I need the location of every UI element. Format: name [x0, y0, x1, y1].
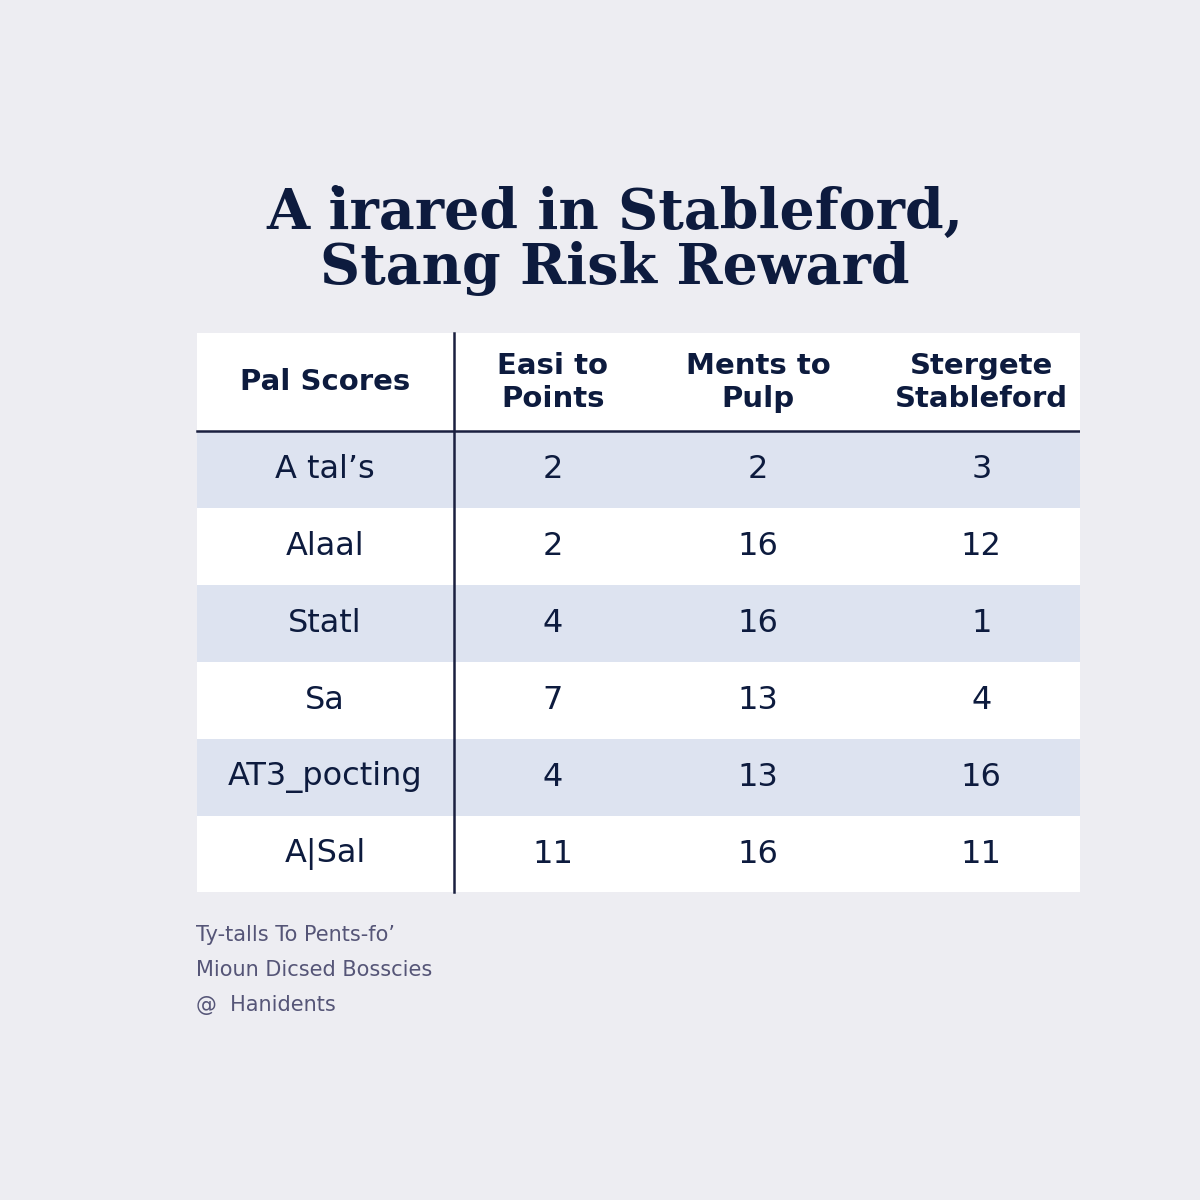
Text: Pal Scores: Pal Scores [240, 368, 410, 396]
Text: Sa: Sa [305, 685, 344, 715]
Text: 16: 16 [738, 839, 779, 870]
Text: 13: 13 [738, 685, 779, 715]
Text: 4: 4 [971, 685, 991, 715]
Text: 2: 2 [542, 532, 563, 562]
Text: Stang Risk Reward: Stang Risk Reward [320, 241, 910, 296]
FancyBboxPatch shape [197, 739, 1099, 816]
Text: 11: 11 [533, 839, 574, 870]
Text: Mioun Dicsed Bosscies: Mioun Dicsed Bosscies [197, 960, 433, 980]
Text: Ty-talls To Pents-fo’: Ty-talls To Pents-fo’ [197, 925, 396, 944]
Text: A i̇rared in Stableford,: A i̇rared in Stableford, [266, 186, 964, 241]
Text: Ments to
Pulp: Ments to Pulp [685, 352, 830, 413]
FancyBboxPatch shape [197, 334, 1099, 893]
Text: 3: 3 [971, 454, 991, 485]
Text: 7: 7 [542, 685, 563, 715]
Text: 12: 12 [961, 532, 1002, 562]
Text: AT3_pocting: AT3_pocting [228, 761, 422, 793]
Text: 13: 13 [738, 762, 779, 793]
Text: 2: 2 [542, 454, 563, 485]
Text: Easi to
Points: Easi to Points [497, 352, 608, 413]
Text: Statl: Statl [288, 608, 362, 638]
Text: 4: 4 [542, 762, 563, 793]
Text: 1: 1 [971, 608, 991, 638]
Text: A|Sal: A|Sal [284, 838, 366, 870]
FancyBboxPatch shape [197, 584, 1099, 662]
Text: 11: 11 [961, 839, 1002, 870]
Text: 16: 16 [961, 762, 1002, 793]
Text: A tal’s: A tal’s [275, 454, 374, 485]
Text: @  Hanidents: @ Hanidents [197, 995, 336, 1015]
Text: 16: 16 [738, 608, 779, 638]
Text: 2: 2 [748, 454, 768, 485]
FancyBboxPatch shape [197, 431, 1099, 508]
Text: 16: 16 [738, 532, 779, 562]
Text: Alaal: Alaal [286, 532, 365, 562]
Text: 4: 4 [542, 608, 563, 638]
Text: Stergete
Stableford: Stergete Stableford [895, 352, 1068, 413]
